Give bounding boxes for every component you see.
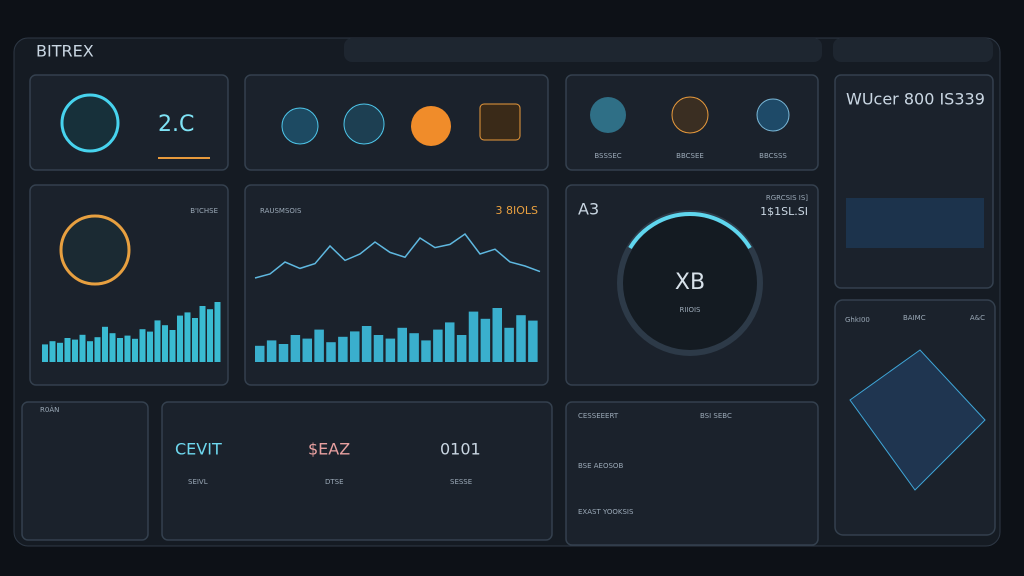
stat-sub: SEIVL bbox=[188, 478, 208, 486]
promo-label: GhkI00 bbox=[845, 316, 870, 324]
bar bbox=[49, 341, 56, 362]
price-card bbox=[29, 74, 229, 171]
bar bbox=[207, 309, 213, 362]
order-depth bbox=[846, 198, 984, 248]
bar bbox=[314, 329, 324, 362]
bar bbox=[192, 318, 198, 362]
coin[interactable] bbox=[479, 103, 521, 141]
coin[interactable] bbox=[671, 96, 709, 134]
coin[interactable] bbox=[756, 98, 790, 132]
stat-sub: DTSE bbox=[325, 478, 344, 486]
bar bbox=[64, 338, 71, 362]
bar bbox=[421, 340, 431, 362]
coin[interactable] bbox=[343, 103, 385, 145]
coin-icon bbox=[60, 93, 120, 153]
bar bbox=[492, 308, 502, 362]
brand: BITREX bbox=[36, 42, 94, 61]
bar bbox=[42, 344, 48, 362]
price-value: 2.C bbox=[158, 112, 194, 137]
gauge-corner: 1$1SL.SI bbox=[760, 205, 808, 218]
gauge-center: XB bbox=[675, 270, 705, 295]
stat-label: 0101 bbox=[440, 440, 481, 459]
gauge-sub: RIIOIS bbox=[679, 306, 701, 314]
bar bbox=[162, 325, 168, 362]
stat-label: $EAZ bbox=[308, 440, 350, 459]
coin-label: BBCSEE bbox=[676, 152, 704, 160]
bar bbox=[445, 322, 455, 362]
bar bbox=[169, 330, 176, 362]
bar bbox=[504, 327, 514, 362]
search-bar[interactable] bbox=[344, 38, 822, 62]
bar bbox=[79, 334, 86, 362]
bar bbox=[397, 327, 407, 362]
bar bbox=[214, 302, 221, 362]
bar bbox=[409, 333, 419, 362]
bar bbox=[57, 342, 63, 362]
bar bbox=[516, 315, 526, 362]
bar bbox=[456, 335, 467, 362]
bar bbox=[361, 326, 372, 362]
table-row: BSE AEOSOB bbox=[578, 462, 623, 470]
trend-title: RAUSMSOIS bbox=[260, 207, 302, 215]
side-list bbox=[21, 401, 149, 541]
promo-label: A&C bbox=[970, 314, 985, 322]
coin-label: BSSSEC bbox=[594, 152, 621, 160]
coin[interactable] bbox=[281, 107, 319, 145]
bar bbox=[326, 342, 336, 362]
table-card bbox=[565, 401, 819, 546]
bar bbox=[117, 338, 123, 362]
bar bbox=[338, 336, 348, 362]
coin[interactable] bbox=[411, 106, 451, 146]
coin[interactable] bbox=[590, 97, 626, 133]
trend-line bbox=[254, 232, 541, 279]
order-book-title: WUcer 800 IS339 bbox=[846, 90, 985, 109]
bar bbox=[433, 329, 443, 362]
bar bbox=[132, 338, 138, 362]
bar bbox=[468, 311, 479, 362]
stats-card bbox=[161, 401, 553, 541]
table-tag: BSI SEBC bbox=[700, 412, 732, 420]
promo-label: BAIMC bbox=[903, 314, 926, 322]
trend-value: 3 8IOLS bbox=[495, 204, 538, 217]
bar bbox=[87, 341, 93, 362]
gauge-corner: RGRCSIS IS] bbox=[766, 194, 808, 202]
bar bbox=[528, 320, 538, 362]
promo-art bbox=[849, 349, 986, 491]
stat-sub: SESSE bbox=[450, 478, 472, 486]
bar bbox=[385, 338, 396, 362]
table-row: EXAST YOOKSIS bbox=[578, 508, 634, 516]
bar bbox=[177, 315, 183, 362]
bar bbox=[154, 320, 161, 362]
table-title: CESSEEERT bbox=[578, 412, 619, 420]
coin-icon bbox=[59, 214, 131, 286]
bar bbox=[147, 331, 153, 362]
bar bbox=[290, 335, 301, 362]
bar bbox=[302, 338, 312, 362]
bar bbox=[184, 312, 191, 362]
bar bbox=[373, 335, 384, 362]
bar bbox=[278, 344, 289, 362]
bar bbox=[102, 326, 108, 362]
bar bbox=[139, 329, 146, 362]
stat-label: CEVIT bbox=[175, 440, 222, 459]
market-label: B'ICHSE bbox=[190, 207, 218, 215]
bar bbox=[199, 306, 206, 362]
bar bbox=[109, 333, 116, 362]
side-title: R0ȦN bbox=[40, 405, 59, 414]
bar bbox=[124, 335, 131, 362]
bar bbox=[94, 337, 101, 362]
gauge-label: A3 bbox=[578, 200, 599, 219]
bar bbox=[480, 318, 491, 362]
toolbar[interactable] bbox=[833, 38, 993, 62]
bar bbox=[255, 345, 265, 362]
bar bbox=[350, 331, 360, 362]
bar bbox=[72, 339, 78, 362]
coin-label: BBCSSS bbox=[759, 152, 787, 160]
bar bbox=[266, 340, 277, 362]
gauge-arc bbox=[628, 212, 752, 250]
coins-card bbox=[244, 74, 549, 171]
